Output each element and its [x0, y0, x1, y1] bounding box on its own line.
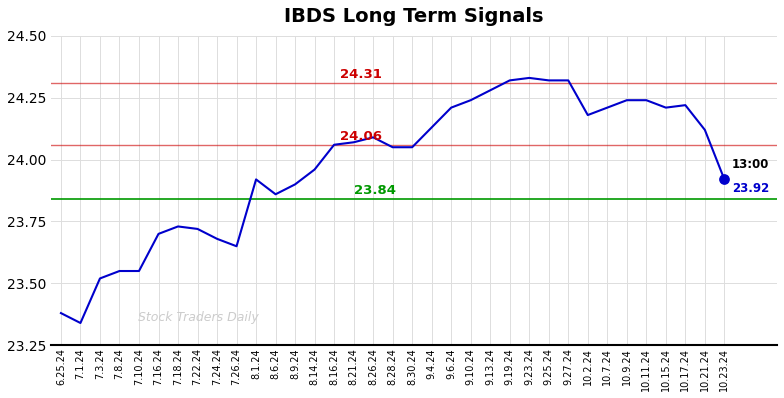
Text: 24.06: 24.06	[340, 130, 383, 143]
Text: Stock Traders Daily: Stock Traders Daily	[138, 310, 259, 324]
Text: 13:00: 13:00	[732, 158, 770, 171]
Text: 23.84: 23.84	[354, 184, 396, 197]
Point	[718, 176, 731, 183]
Title: IBDS Long Term Signals: IBDS Long Term Signals	[285, 7, 544, 26]
Text: 23.92: 23.92	[732, 182, 769, 195]
Text: 24.31: 24.31	[340, 68, 383, 81]
